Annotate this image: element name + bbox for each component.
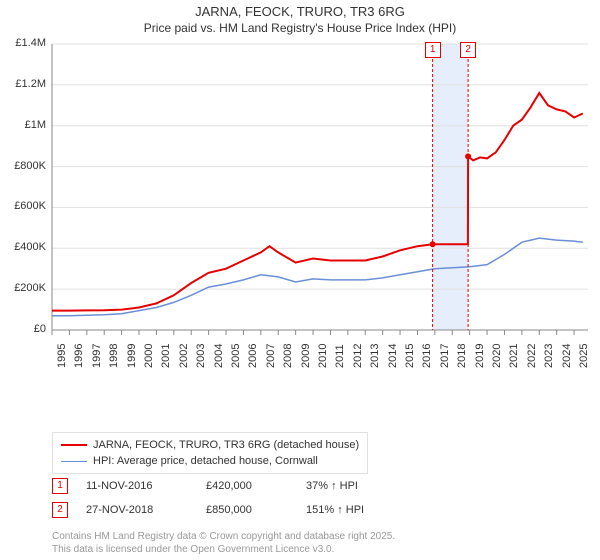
x-tick-label: 2004	[213, 344, 225, 368]
x-tick-label: 2023	[543, 344, 555, 368]
x-tick-label: 2021	[508, 344, 520, 368]
transaction-pct: 37% ↑ HPI	[306, 480, 416, 492]
transaction-row: 2 27-NOV-2018 £850,000 151% ↑ HPI	[52, 502, 416, 518]
legend-item: JARNA, FEOCK, TRURO, TR3 6RG (detached h…	[61, 437, 359, 453]
marker-badge: 2	[52, 502, 68, 518]
transaction-price: £420,000	[206, 480, 306, 492]
chart-marker-badge: 1	[425, 42, 441, 58]
x-tick-label: 1996	[73, 344, 85, 368]
y-tick-label: £200K	[0, 282, 46, 294]
chart-svg	[0, 40, 600, 390]
page-title: JARNA, FEOCK, TRURO, TR3 6RG	[0, 4, 600, 21]
legend-swatch-icon	[61, 444, 87, 446]
legend-swatch-icon	[61, 461, 87, 462]
x-tick-label: 1999	[126, 344, 138, 368]
x-tick-label: 1995	[56, 344, 68, 368]
x-tick-label: 2008	[282, 344, 294, 368]
y-tick-label: £1.2M	[0, 78, 46, 90]
x-tick-label: 2002	[178, 344, 190, 368]
y-tick-label: £800K	[0, 160, 46, 172]
x-tick-label: 2020	[491, 344, 503, 368]
x-tick-label: 2009	[300, 344, 312, 368]
y-tick-label: £1M	[0, 119, 46, 131]
x-tick-label: 1997	[91, 344, 103, 368]
x-tick-label: 2014	[387, 344, 399, 368]
x-tick-label: 2025	[578, 344, 590, 368]
x-tick-label: 2000	[143, 344, 155, 368]
legend-label: JARNA, FEOCK, TRURO, TR3 6RG (detached h…	[93, 439, 359, 451]
footer-line: Contains HM Land Registry data © Crown c…	[52, 530, 395, 543]
y-tick-label: £0	[0, 323, 46, 335]
x-tick-label: 2001	[160, 344, 172, 368]
transaction-pct: 151% ↑ HPI	[306, 504, 416, 516]
marker-badge: 1	[52, 478, 68, 494]
transaction-price: £850,000	[206, 504, 306, 516]
x-tick-label: 1998	[108, 344, 120, 368]
chart-area: 1995 1996 1997 1998 1999 2000 2001 2002 2003 2004…	[0, 40, 600, 390]
x-tick-label: 2005	[230, 344, 242, 368]
x-tick-label: 2019	[474, 344, 486, 368]
x-tick-label: 2003	[195, 344, 207, 368]
transaction-row: 1 11-NOV-2016 £420,000 37% ↑ HPI	[52, 478, 416, 494]
x-tick-label: 2016	[421, 344, 433, 368]
legend: JARNA, FEOCK, TRURO, TR3 6RG (detached h…	[52, 432, 368, 474]
transaction-date: 11-NOV-2016	[86, 480, 206, 492]
title-block: JARNA, FEOCK, TRURO, TR3 6RG Price paid …	[0, 0, 600, 36]
page-subtitle: Price paid vs. HM Land Registry's House …	[0, 21, 600, 37]
footer-line: This data is licensed under the Open Gov…	[52, 543, 395, 556]
x-tick-label: 2022	[526, 344, 538, 368]
chart-marker-badge: 2	[460, 42, 476, 58]
y-tick-label: £1.4M	[0, 37, 46, 49]
x-tick-label: 2006	[247, 344, 259, 368]
x-tick-label: 2012	[352, 344, 364, 368]
x-tick-label: 2024	[561, 344, 573, 368]
chart-container: JARNA, FEOCK, TRURO, TR3 6RG Price paid …	[0, 0, 600, 560]
x-tick-label: 2010	[317, 344, 329, 368]
x-tick-label: 2015	[404, 344, 416, 368]
x-tick-label: 2007	[265, 344, 277, 368]
y-tick-label: £400K	[0, 241, 46, 253]
x-tick-label: 2018	[456, 344, 468, 368]
x-tick-label: 2013	[369, 344, 381, 368]
footer: Contains HM Land Registry data © Crown c…	[52, 530, 395, 556]
x-tick-label: 2011	[334, 344, 346, 368]
legend-item: HPI: Average price, detached house, Corn…	[61, 453, 359, 469]
transaction-date: 27-NOV-2018	[86, 504, 206, 516]
y-tick-label: £600K	[0, 200, 46, 212]
legend-label: HPI: Average price, detached house, Corn…	[93, 455, 318, 467]
x-tick-label: 2017	[439, 344, 451, 368]
